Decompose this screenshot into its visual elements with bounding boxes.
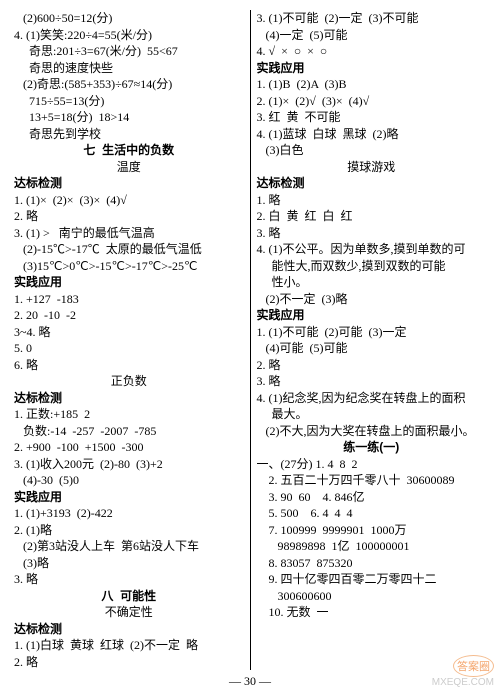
page-number: — 30 — <box>0 670 500 689</box>
text-line: 八 可能性 <box>14 588 244 605</box>
text-line: 达标检测 <box>14 175 244 192</box>
text-line: 最大。 <box>257 406 487 423</box>
text-line: 3. (1)收入200元 (2)-80 (3)+2 <box>14 456 244 473</box>
text-line: 300600600 <box>257 588 487 605</box>
text-line: (2)不一定 (3)略 <box>257 291 487 308</box>
text-line: 实践应用 <box>14 489 244 506</box>
text-line: 98989898 1亿 100000001 <box>257 538 487 555</box>
text-line: 2. 五百二十万四千零八十 30600089 <box>257 472 487 489</box>
text-line: 3. (1)不可能 (2)一定 (3)不可能 <box>257 10 487 27</box>
text-line: 715÷55=13(分) <box>14 93 244 110</box>
text-line: 10. 无数 一 <box>257 604 487 621</box>
text-line: 2. 20 -10 -2 <box>14 307 244 324</box>
right-column: 3. (1)不可能 (2)一定 (3)不可能 (4)一定 (5)可能4. √ ×… <box>250 10 487 670</box>
text-line: 9. 四十亿零四百零二万零四十二 <box>257 571 487 588</box>
text-line: 奇思先到学校 <box>14 126 244 143</box>
text-line: (3)15℃>0℃>-15℃>-17℃>-25℃ <box>14 258 244 275</box>
text-line: (4)一定 (5)可能 <box>257 27 487 44</box>
text-line: 3. 略 <box>257 373 487 390</box>
text-line: 3~4. 略 <box>14 324 244 341</box>
stamp-icon: 答案圈 <box>453 655 494 677</box>
text-line: 4. (1)蓝球 白球 黑球 (2)略 <box>257 126 487 143</box>
text-line: 8. 83057 875320 <box>257 555 487 572</box>
text-line: 一、(27分) 1. 4 8 2 <box>257 456 487 473</box>
text-line: (2)不大,因为大奖在转盘上的面积最小。 <box>257 423 487 440</box>
text-line: 3. 略 <box>14 571 244 588</box>
text-line: 达标检测 <box>14 390 244 407</box>
text-line: 负数:-14 -257 -2007 -785 <box>14 423 244 440</box>
text-line: 温度 <box>14 159 244 176</box>
text-line: 3. 红 黄 不可能 <box>257 109 487 126</box>
text-line: 2. +900 -100 +1500 -300 <box>14 439 244 456</box>
text-line: 4. √ × ○ × ○ <box>257 43 487 60</box>
text-line: 3. (1) > 南宁的最低气温高 <box>14 225 244 242</box>
text-line: 奇思的速度快些 <box>14 60 244 77</box>
left-column: (2)600÷50=12(分)4. (1)笑笑:220÷4=55(米/分) 奇思… <box>14 10 250 670</box>
text-line: (3)略 <box>14 555 244 572</box>
text-line: 1. +127 -183 <box>14 291 244 308</box>
text-line: 1. 正数:+185 2 <box>14 406 244 423</box>
text-line: 13+5=18(分) 18>14 <box>14 109 244 126</box>
text-line: 7. 100999 9999901 1000万 <box>257 522 487 539</box>
text-line: (4)可能 (5)可能 <box>257 340 487 357</box>
text-line: 4. (1)不公平。因为单数多,摸到单数的可 <box>257 241 487 258</box>
text-line: 5. 0 <box>14 340 244 357</box>
text-line: (2)第3站没人上车 第6站没人下车 <box>14 538 244 555</box>
text-line: 达标检测 <box>257 175 487 192</box>
text-line: 2. 白 黄 红 白 红 <box>257 208 487 225</box>
page-content: (2)600÷50=12(分)4. (1)笑笑:220÷4=55(米/分) 奇思… <box>0 0 500 670</box>
text-line: 2. (1)× (2)√ (3)× (4)√ <box>257 93 487 110</box>
text-line: 实践应用 <box>14 274 244 291</box>
text-line: 5. 500 6. 4 4 4 <box>257 505 487 522</box>
text-line: 1. (1)白球 黄球 红球 (2)不一定 略 <box>14 637 244 654</box>
text-line: (4)-30 (5)0 <box>14 472 244 489</box>
text-line: (2)600÷50=12(分) <box>14 10 244 27</box>
text-line: 4. (1)纪念奖,因为纪念奖在转盘上的面积 <box>257 390 487 407</box>
text-line: 不确定性 <box>14 604 244 621</box>
text-line: 奇思:201÷3=67(米/分) 55<67 <box>14 43 244 60</box>
text-line: (3)白色 <box>257 142 487 159</box>
text-line: 正负数 <box>14 373 244 390</box>
text-line: 摸球游戏 <box>257 159 487 176</box>
text-line: 1. (1)不可能 (2)可能 (3)一定 <box>257 324 487 341</box>
text-line: 达标检测 <box>14 621 244 638</box>
text-line: 6. 略 <box>14 357 244 374</box>
text-line: 2. 略 <box>257 357 487 374</box>
text-line: 4. (1)笑笑:220÷4=55(米/分) <box>14 27 244 44</box>
text-line: 3. 略 <box>257 225 487 242</box>
text-line: 3. 90 60 4. 846亿 <box>257 489 487 506</box>
text-line: 2. 略 <box>14 654 244 671</box>
text-line: (2)奇思:(585+353)÷67≈14(分) <box>14 76 244 93</box>
text-line: 练一练(一) <box>257 439 487 456</box>
text-line: 1. (1)B (2)A (3)B <box>257 76 487 93</box>
watermark: MXEQE.COM <box>432 677 494 689</box>
text-line: 实践应用 <box>257 307 487 324</box>
text-line: 七 生活中的负数 <box>14 142 244 159</box>
text-line: 2. 略 <box>14 208 244 225</box>
text-line: 实践应用 <box>257 60 487 77</box>
text-line: 能性大,而双数少,摸到双数的可能 <box>257 258 487 275</box>
text-line: 1. 略 <box>257 192 487 209</box>
text-line: 1. (1)× (2)× (3)× (4)√ <box>14 192 244 209</box>
text-line: 2. (1)略 <box>14 522 244 539</box>
text-line: 性小。 <box>257 274 487 291</box>
text-line: 1. (1)+3193 (2)-422 <box>14 505 244 522</box>
text-line: (2)-15℃>-17℃ 太原的最低气温低 <box>14 241 244 258</box>
